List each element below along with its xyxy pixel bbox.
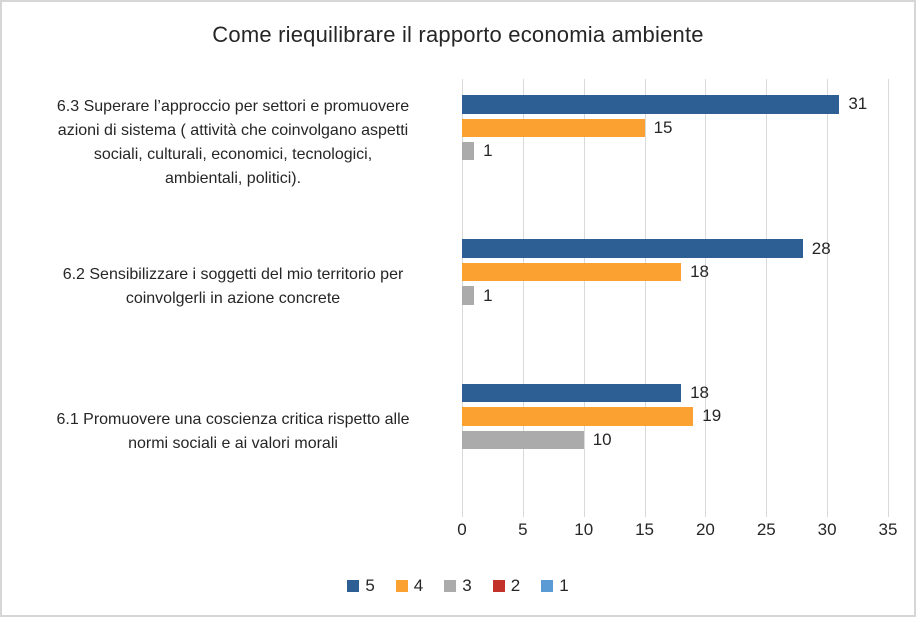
bar-series-5 [462,239,803,258]
chart-title: Come riequilibrare il rapporto economia … [212,22,704,47]
legend-item-2: 2 [492,576,521,596]
legend-label: 3 [462,576,472,595]
x-tick-label: 5 [518,520,528,539]
legend: 5 4 3 2 1 [2,576,914,596]
legend-item-5: 5 [347,576,375,596]
bar-value-label: 28 [811,238,831,258]
category-label: 6.2 Sensibilizzare i soggetti del mio te… [62,266,404,308]
legend-item-3: 3 [444,576,472,596]
bar-series-3 [462,141,475,161]
legend-swatch-1 [541,580,554,592]
gridline [583,79,585,517]
gridline [766,79,768,517]
bar-value-label: 18 [690,262,709,282]
gridline [522,79,524,517]
gridline [827,79,829,517]
x-tick-label: 15 [635,520,655,539]
bar-value-label: 1 [483,141,493,161]
bar-value-label: 31 [848,94,868,114]
category-label: 6.1 Promuovere una coscienza critica ris… [56,410,410,452]
category-label: 6.3 Superare l’approccio per settori e p… [56,98,410,188]
gridline [888,79,889,517]
legend-swatch-3 [444,580,457,592]
x-tick-label: 30 [817,520,837,539]
legend-swatch-2 [492,580,505,592]
bar-series-4 [462,407,694,426]
x-tick-label: 20 [695,520,715,539]
bar-series-5 [462,383,682,403]
legend-label: 4 [413,576,424,595]
legend-label: 5 [365,576,375,595]
bar-value-label: 15 [653,117,673,137]
legend-item-1: 1 [541,576,569,596]
bar-series-3 [462,430,584,450]
gridline [644,79,646,517]
x-tick-label: 10 [574,520,594,539]
bar-value-label: 10 [592,429,612,449]
bar-value-label: 19 [702,406,722,426]
bar-value-label: 1 [483,285,493,305]
gridline [705,79,707,517]
bar-series-3 [462,286,475,305]
bar-series-4 [462,118,645,138]
x-tick-label: 0 [457,520,467,539]
legend-swatch-5 [347,580,360,592]
legend-item-4: 4 [395,576,424,596]
bar-value-label: 18 [690,383,709,403]
x-tick-label: 25 [756,520,776,539]
legend-label: 2 [510,576,521,595]
legend-label: 1 [559,576,569,595]
x-tick-label: 35 [878,520,898,539]
legend-swatch-4 [395,580,408,592]
bar-series-5 [462,95,840,114]
bar-series-4 [462,262,682,282]
